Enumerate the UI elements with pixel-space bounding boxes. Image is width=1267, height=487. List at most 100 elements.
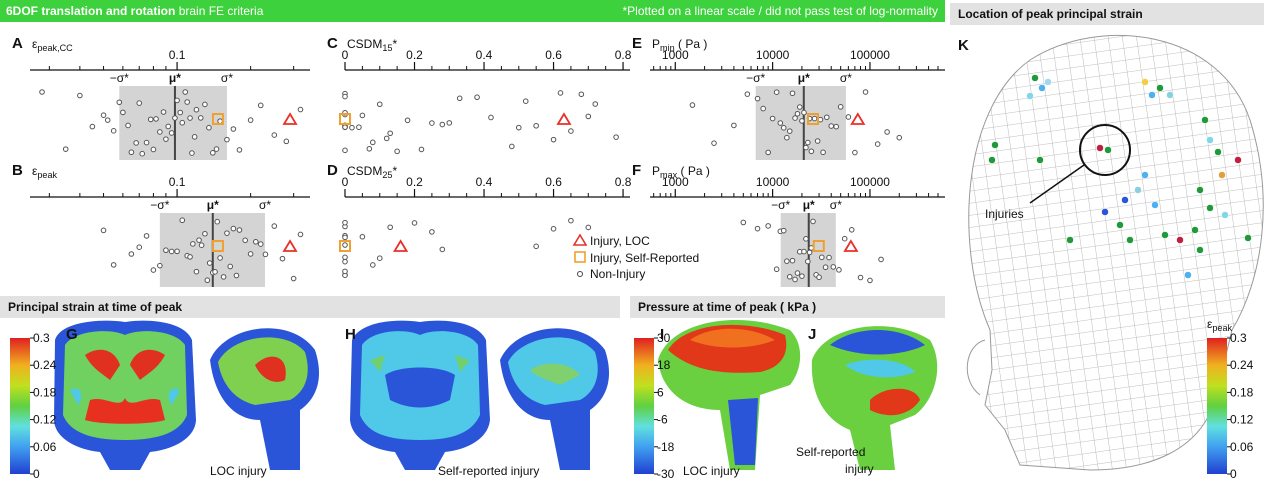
- colorbar-label: 0.06: [33, 440, 57, 454]
- point: [357, 125, 362, 130]
- x-tick-label: 0.2: [406, 175, 423, 189]
- point: [457, 96, 462, 101]
- point: [489, 115, 494, 120]
- x-tick-label: 0: [342, 48, 349, 62]
- point: [343, 94, 348, 99]
- point: [214, 147, 219, 152]
- title-part: 25: [382, 170, 392, 180]
- point: [384, 136, 389, 141]
- panel-letter: E: [632, 35, 642, 52]
- panel-letter: G: [66, 326, 78, 343]
- point: [343, 259, 348, 264]
- x-tick-label: 0.8: [615, 48, 632, 62]
- point: [787, 129, 792, 134]
- point: [175, 98, 180, 103]
- stat-label: μ*: [798, 71, 810, 85]
- injury-loc: [284, 241, 296, 251]
- colorbar-label: -18: [657, 440, 675, 454]
- point: [807, 250, 812, 255]
- stat-label: σ*: [840, 71, 852, 85]
- point: [879, 257, 884, 262]
- point: [175, 249, 180, 254]
- point: [475, 95, 480, 100]
- point: [63, 147, 68, 152]
- x-tick-label: 0.4: [476, 48, 493, 62]
- title-part: peak: [37, 170, 57, 180]
- point: [412, 221, 417, 226]
- colorbar-label: 0.12: [1230, 413, 1254, 427]
- legend-label: Non-Injury: [590, 267, 645, 281]
- point: [858, 275, 863, 280]
- caption: Self-reported: [796, 445, 865, 459]
- point: [829, 124, 834, 129]
- point: [614, 135, 619, 140]
- point: [774, 90, 779, 95]
- axis-title: CSDM25*: [347, 164, 397, 180]
- point: [148, 117, 153, 122]
- stat-label: σ*: [830, 198, 842, 212]
- injury-loc: [284, 114, 296, 124]
- caption: injury: [845, 462, 874, 476]
- point: [885, 130, 890, 135]
- point: [111, 263, 116, 268]
- point: [180, 120, 185, 125]
- point: [137, 101, 142, 106]
- point: [831, 265, 836, 270]
- point: [440, 122, 445, 127]
- point: [248, 252, 253, 257]
- point: [795, 111, 800, 116]
- point: [395, 149, 400, 154]
- title-part: peak,CC: [37, 43, 73, 53]
- point: [183, 90, 188, 95]
- x-tick-label: 0.6: [545, 48, 562, 62]
- point: [343, 148, 348, 153]
- point: [101, 228, 106, 233]
- point: [40, 90, 45, 95]
- point: [121, 110, 126, 115]
- point: [78, 93, 83, 98]
- point: [811, 219, 816, 224]
- point: [190, 151, 195, 156]
- title-part: *: [392, 37, 397, 51]
- point: [802, 110, 807, 115]
- point: [117, 100, 122, 105]
- point: [790, 91, 795, 96]
- point: [371, 263, 376, 268]
- point: [231, 127, 236, 132]
- point: [806, 140, 811, 145]
- point: [105, 118, 110, 123]
- point: [199, 243, 204, 248]
- colorbar: [634, 338, 654, 474]
- point: [551, 137, 556, 142]
- stat-label: −σ*: [150, 198, 169, 212]
- x-tick-label: 0.2: [406, 48, 423, 62]
- point: [593, 102, 598, 107]
- x-tick-label: 0.1: [169, 175, 186, 189]
- panel-letter: H: [345, 326, 356, 343]
- point: [298, 107, 303, 112]
- panel-letter: K: [958, 37, 969, 54]
- injury-loc: [395, 241, 407, 251]
- x-tick-label: 1000: [662, 48, 689, 62]
- point: [371, 140, 376, 145]
- point: [579, 92, 584, 97]
- stat-label: μ*: [169, 71, 181, 85]
- point: [151, 147, 156, 152]
- point: [210, 151, 215, 156]
- point: [741, 220, 746, 225]
- caption: LOC injury: [683, 464, 740, 478]
- point: [853, 150, 858, 155]
- x-tick-label: 10000: [756, 175, 790, 189]
- point: [360, 234, 365, 239]
- point: [258, 103, 263, 108]
- point: [343, 243, 348, 248]
- point: [842, 236, 847, 241]
- point: [126, 123, 131, 128]
- point: [732, 123, 737, 128]
- point: [812, 116, 817, 121]
- point: [430, 121, 435, 126]
- point: [690, 103, 695, 108]
- point: [405, 118, 410, 123]
- point: [207, 125, 212, 130]
- point: [225, 137, 230, 142]
